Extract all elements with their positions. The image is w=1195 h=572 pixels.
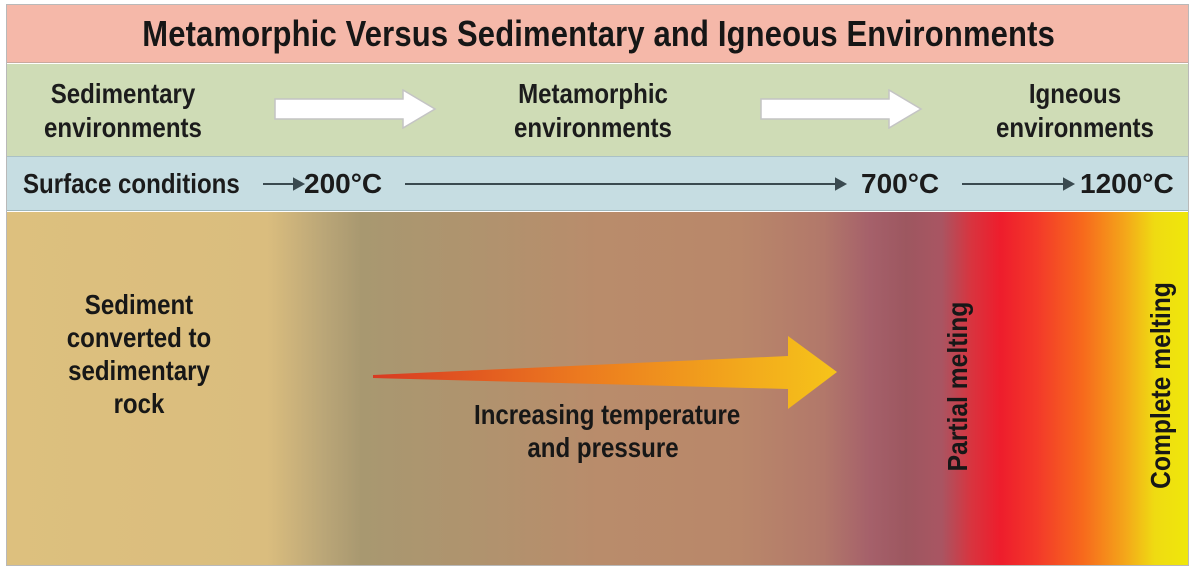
temperature-700-label: 700°C: [861, 168, 940, 199]
diagram-title: Metamorphic Versus Sedimentary and Igneo…: [142, 12, 1055, 54]
sedimentary-environments-label: Sedimentary environments: [44, 78, 202, 143]
diagram-frame: Metamorphic Versus Sedimentary and Igneo…: [6, 4, 1189, 566]
temperature-200-label: 200°C: [304, 168, 383, 199]
conditions-arrows: [263, 177, 1076, 191]
conditions-row: Surface conditions 200°C 700°C 1200°C: [7, 156, 1188, 211]
increasing-arrow-icon: [373, 336, 837, 409]
complete-melting-label: Complete melting: [1145, 282, 1176, 489]
right-arrow-icon: [274, 89, 437, 129]
partial-melting-label: Partial melting: [942, 301, 973, 472]
temperature-1200-label: 1200°C: [1080, 168, 1174, 199]
metamorphic-environments-label: Metamorphic environments: [514, 78, 672, 143]
title-bar: Metamorphic Versus Sedimentary and Igneo…: [7, 5, 1188, 63]
environments-row: Sedimentary environments Metamorphic env…: [7, 64, 1188, 156]
sediment-converted-text: Sediment converted to sedimentary rock: [66, 289, 212, 419]
surface-conditions-label: Surface conditions: [23, 168, 240, 199]
igneous-environments-label: Igneous environments: [996, 78, 1154, 143]
temperature-gradient-field: Sediment converted to sedimentary rock I…: [7, 212, 1188, 565]
increasing-temperature-text: Increasing temperature and pressure: [474, 399, 741, 463]
right-arrow-icon: [760, 89, 923, 129]
